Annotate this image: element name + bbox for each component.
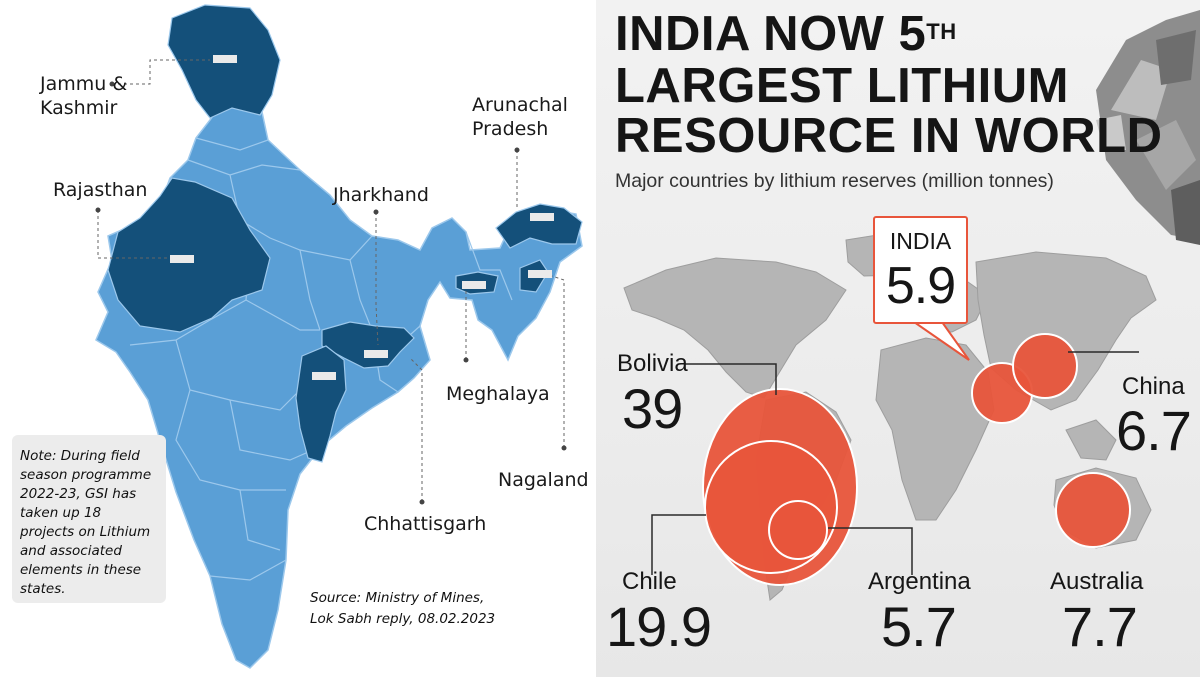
label-arunachal-pradesh: Arunachal Pradesh [472,94,568,140]
title-line-2: LARGEST LITHIUM [615,59,1069,113]
india-map [95,4,583,669]
source-note: Source: Ministry of Mines, Lok Sabh repl… [310,590,496,627]
country-name-australia: Australia [1050,568,1144,595]
state-tag [530,213,554,221]
state-tag [170,255,194,263]
title-superscript: TH [926,19,957,44]
continent-se-asia [1065,419,1117,461]
country-name-bolivia: Bolivia [617,350,688,377]
country-value-argentina: 5.7 [881,595,957,658]
state-arunachal-pradesh [495,203,583,249]
india-map-panel: Jammu & Kashmir Rajasthan Jharkhand Arun… [0,0,596,677]
country-name-argentina: Argentina [868,568,971,595]
leader-lines [651,351,1139,575]
continent-africa [875,337,995,521]
state-tag [462,281,486,289]
label-jharkhand: Jharkhand [333,184,429,206]
state-tag [528,270,552,278]
title-line-3: RESOURCE IN WORLD [615,109,1163,163]
title-line-1: INDIA NOW 5TH [615,8,957,60]
bubble-china [1012,333,1078,399]
state-tag [213,55,237,63]
label-rajasthan: Rajasthan [53,179,148,201]
subtitle: Major countries by lithium reserves (mil… [615,170,1054,192]
country-value-australia: 7.7 [1062,595,1138,658]
label-nagaland: Nagaland [498,469,589,491]
lithium-rocks-image [1096,10,1200,245]
label-jammu-kashmir: Jammu & Kashmir [40,73,128,119]
india-value: 5.9 [885,257,956,315]
country-value-chile: 19.9 [606,595,712,658]
label-chhattisgarh: Chhattisgarh [364,513,487,535]
india-label: INDIA [889,228,952,254]
country-name-chile: Chile [622,568,677,595]
label-meghalaya: Meghalaya [446,383,550,405]
lithium-infographic-panel: INDIA NOW 5TH LARGEST LITHIUM RESOURCE I… [596,0,1200,677]
note-box: Note: During field season programme 2022… [12,435,166,603]
state-tag [312,372,336,380]
title-text-1: INDIA NOW 5 [615,7,927,61]
country-name-china: China [1122,373,1185,400]
country-value-bolivia: 39 [622,377,683,440]
india-callout: INDIA 5.9 [873,216,968,324]
state-tag [364,350,388,358]
bubble-australia [1055,472,1131,548]
bubble-argentina [768,500,828,560]
country-value-china: 6.7 [1116,399,1192,462]
leader-lines [97,59,565,502]
